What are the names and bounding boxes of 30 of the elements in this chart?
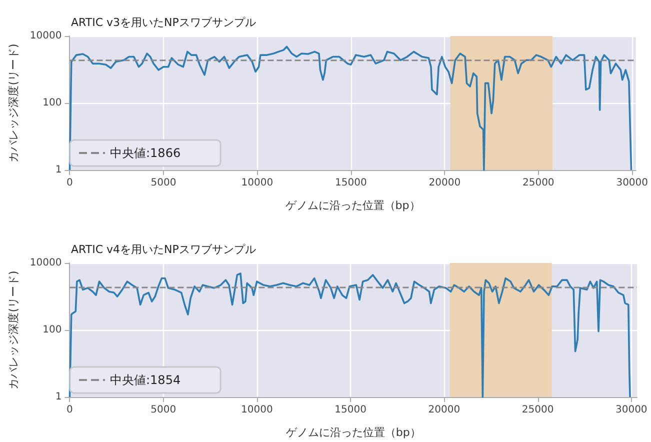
y-axis-title: カバレッジ深度(リード) <box>7 270 20 390</box>
x-tick-label: 30000 <box>615 404 648 416</box>
y-tick-label: 1 <box>55 164 62 176</box>
y-axis-title: カバレッジ深度(リード) <box>7 44 20 162</box>
y-tick-label: 1 <box>55 392 62 402</box>
legend-label: 中央値:1854 <box>110 373 181 387</box>
y-tick-label: 100 <box>42 324 62 336</box>
x-axis-title: ゲノムに沿った位置（bp） <box>286 426 421 439</box>
x-tick-label: 15000 <box>334 404 366 416</box>
line-series <box>68 272 631 398</box>
x-tick-label: 10000 <box>241 178 274 188</box>
x-tick-label: 20000 <box>428 178 461 188</box>
x-tick-label: 15000 <box>335 178 367 188</box>
x-tick-label: 0 <box>66 178 73 188</box>
x-tick-label: 25000 <box>522 404 554 416</box>
x-tick-label: 5000 <box>150 178 176 188</box>
x-tick-label: 20000 <box>428 404 460 416</box>
x-tick-label: 10000 <box>241 404 273 416</box>
chart-title: ARTIC v4を用いたNPスワブサンプル <box>71 243 256 256</box>
y-tick-label: 10000 <box>30 258 62 268</box>
y-tick-label: 100 <box>42 98 62 108</box>
x-axis-title: ゲノムに沿った位置（bp） <box>285 199 420 212</box>
x-tick-label: 25000 <box>522 178 554 188</box>
legend-label: 中央値:1866 <box>110 146 181 160</box>
x-tick-label: 0 <box>66 404 73 416</box>
x-tick-label: 5000 <box>150 404 176 416</box>
y-tick-label: 10000 <box>30 30 62 42</box>
chart-title: ARTIC v3を用いたNPスワブサンプル <box>71 16 256 29</box>
line-series <box>68 46 632 171</box>
x-tick-label: 30000 <box>616 178 648 188</box>
